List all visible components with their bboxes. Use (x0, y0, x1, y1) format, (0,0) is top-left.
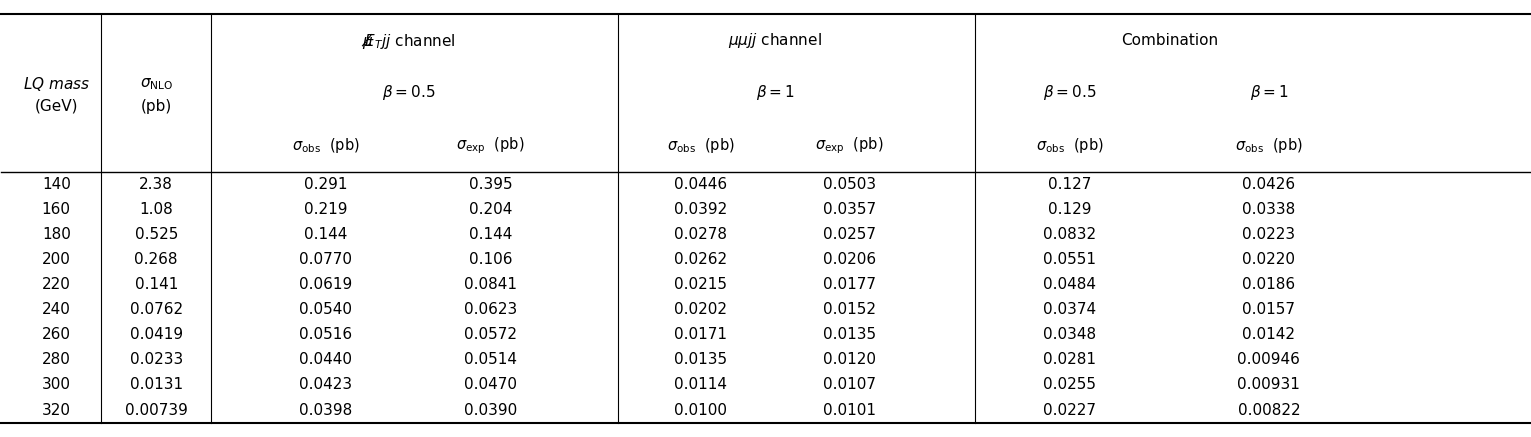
Text: 0.0186: 0.0186 (1242, 277, 1295, 292)
Text: 2.38: 2.38 (139, 177, 173, 191)
Text: 0.0374: 0.0374 (1043, 302, 1096, 317)
Text: $\sigma_{\rm exp}$  (pb): $\sigma_{\rm exp}$ (pb) (814, 135, 883, 156)
Text: 0.0392: 0.0392 (674, 202, 727, 217)
Text: 0.00739: 0.00739 (124, 402, 188, 417)
Text: 0.0503: 0.0503 (822, 177, 876, 191)
Text: 0.0281: 0.0281 (1043, 352, 1096, 368)
Text: 0.0419: 0.0419 (130, 327, 182, 342)
Text: 0.0101: 0.0101 (822, 402, 876, 417)
Text: 0.204: 0.204 (468, 202, 513, 217)
Text: 0.106: 0.106 (468, 252, 513, 267)
Text: $\sigma_{\rm obs}$  (pb): $\sigma_{\rm obs}$ (pb) (1236, 136, 1303, 155)
Text: 180: 180 (41, 227, 70, 242)
Text: 0.0171: 0.0171 (674, 327, 727, 342)
Text: $\mu\mu jj$ channel: $\mu\mu jj$ channel (729, 31, 822, 50)
Text: 0.0426: 0.0426 (1242, 177, 1295, 191)
Text: 260: 260 (41, 327, 70, 342)
Text: 0.0338: 0.0338 (1242, 202, 1295, 217)
Text: 160: 160 (41, 202, 70, 217)
Text: 0.0423: 0.0423 (300, 378, 352, 392)
Text: 0.0398: 0.0398 (300, 402, 352, 417)
Text: $\beta = 0.5$: $\beta = 0.5$ (1043, 83, 1096, 103)
Text: 1.08: 1.08 (139, 202, 173, 217)
Text: 0.0516: 0.0516 (300, 327, 352, 342)
Text: (pb): (pb) (141, 98, 171, 114)
Text: 0.0100: 0.0100 (674, 402, 727, 417)
Text: $\sigma_{\rm obs}$  (pb): $\sigma_{\rm obs}$ (pb) (666, 136, 735, 155)
Text: 0.0206: 0.0206 (822, 252, 876, 267)
Text: 0.00946: 0.00946 (1237, 352, 1300, 368)
Text: 0.0202: 0.0202 (674, 302, 727, 317)
Text: 0.0832: 0.0832 (1043, 227, 1096, 242)
Text: 0.0514: 0.0514 (464, 352, 517, 368)
Text: $\mu\not\!\!\!E_T jj$ channel: $\mu\not\!\!\!E_T jj$ channel (361, 31, 456, 51)
Text: 220: 220 (41, 277, 70, 292)
Text: Combination: Combination (1121, 33, 1217, 48)
Text: 0.0227: 0.0227 (1043, 402, 1096, 417)
Text: 0.268: 0.268 (135, 252, 178, 267)
Text: 240: 240 (41, 302, 70, 317)
Text: 0.0623: 0.0623 (464, 302, 517, 317)
Text: 0.395: 0.395 (468, 177, 513, 191)
Text: 0.0107: 0.0107 (822, 378, 876, 392)
Text: $\beta = 1$: $\beta = 1$ (1249, 83, 1288, 103)
Text: 0.0357: 0.0357 (822, 202, 876, 217)
Text: 0.0446: 0.0446 (674, 177, 727, 191)
Text: 0.00931: 0.00931 (1237, 378, 1300, 392)
Text: 0.0348: 0.0348 (1043, 327, 1096, 342)
Text: $\beta = 0.5$: $\beta = 0.5$ (381, 83, 435, 103)
Text: 0.291: 0.291 (305, 177, 348, 191)
Text: $\sigma_{\rm obs}$  (pb): $\sigma_{\rm obs}$ (pb) (292, 136, 360, 155)
Text: 0.0152: 0.0152 (822, 302, 876, 317)
Text: 320: 320 (41, 402, 70, 417)
Text: 0.00822: 0.00822 (1237, 402, 1300, 417)
Text: 200: 200 (41, 252, 70, 267)
Text: 0.0114: 0.0114 (674, 378, 727, 392)
Text: 0.144: 0.144 (305, 227, 348, 242)
Text: (GeV): (GeV) (35, 98, 78, 114)
Text: 0.219: 0.219 (305, 202, 348, 217)
Text: 0.0233: 0.0233 (130, 352, 182, 368)
Text: 0.0551: 0.0551 (1043, 252, 1096, 267)
Text: 0.0135: 0.0135 (822, 327, 876, 342)
Text: 0.0484: 0.0484 (1043, 277, 1096, 292)
Text: 0.0135: 0.0135 (674, 352, 727, 368)
Text: 0.0223: 0.0223 (1242, 227, 1295, 242)
Text: $\sigma_{\rm obs}$  (pb): $\sigma_{\rm obs}$ (pb) (1036, 136, 1104, 155)
Text: $\beta = 1$: $\beta = 1$ (756, 83, 795, 103)
Text: 0.0255: 0.0255 (1043, 378, 1096, 392)
Text: 0.129: 0.129 (1047, 202, 1092, 217)
Text: 0.0540: 0.0540 (300, 302, 352, 317)
Text: 0.0142: 0.0142 (1242, 327, 1295, 342)
Text: 0.127: 0.127 (1047, 177, 1092, 191)
Text: 280: 280 (41, 352, 70, 368)
Text: 0.0257: 0.0257 (822, 227, 876, 242)
Text: 140: 140 (41, 177, 70, 191)
Text: 0.0120: 0.0120 (822, 352, 876, 368)
Text: 0.0220: 0.0220 (1242, 252, 1295, 267)
Text: 0.0619: 0.0619 (300, 277, 352, 292)
Text: 0.0262: 0.0262 (674, 252, 727, 267)
Text: 0.144: 0.144 (468, 227, 513, 242)
Text: 0.0572: 0.0572 (464, 327, 517, 342)
Text: 0.0390: 0.0390 (464, 402, 517, 417)
Text: 0.0278: 0.0278 (674, 227, 727, 242)
Text: 300: 300 (41, 378, 70, 392)
Text: $\sigma_{\rm NLO}$: $\sigma_{\rm NLO}$ (139, 76, 173, 92)
Text: 0.0440: 0.0440 (300, 352, 352, 368)
Text: 0.0762: 0.0762 (130, 302, 182, 317)
Text: $\sigma_{\rm exp}$  (pb): $\sigma_{\rm exp}$ (pb) (456, 135, 525, 156)
Text: $LQ$ mass: $LQ$ mass (23, 75, 90, 94)
Text: 0.0177: 0.0177 (822, 277, 876, 292)
Text: 0.0215: 0.0215 (674, 277, 727, 292)
Text: 0.0770: 0.0770 (300, 252, 352, 267)
Text: 0.0470: 0.0470 (464, 378, 517, 392)
Text: 0.0157: 0.0157 (1242, 302, 1295, 317)
Text: 0.525: 0.525 (135, 227, 178, 242)
Text: 0.0841: 0.0841 (464, 277, 517, 292)
Text: 0.0131: 0.0131 (130, 378, 182, 392)
Text: 0.141: 0.141 (135, 277, 178, 292)
